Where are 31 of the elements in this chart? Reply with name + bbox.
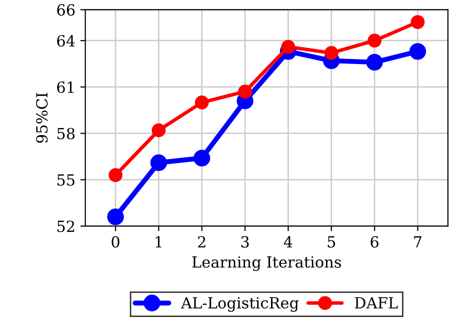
point xyxy=(107,208,124,226)
x-tick-label: 0 xyxy=(112,236,120,248)
point xyxy=(194,150,210,166)
point xyxy=(194,95,209,110)
x-tick-label: 1 xyxy=(156,236,162,248)
x-tick-label: 6 xyxy=(370,236,378,248)
y-axis-title: 95%CI xyxy=(36,92,48,143)
x-tick-label: 2 xyxy=(198,236,206,248)
y-tick-label: 61 xyxy=(57,81,74,93)
point xyxy=(150,154,168,172)
y-tick-label: 64 xyxy=(57,35,75,47)
y-tick-label: 66 xyxy=(57,4,75,16)
point xyxy=(368,34,382,48)
point xyxy=(324,46,338,60)
y-tick-label: 58 xyxy=(57,128,75,140)
legend-label: AL-LogisticReg xyxy=(180,297,299,312)
point xyxy=(108,168,122,182)
point xyxy=(238,84,252,99)
point xyxy=(410,15,425,29)
x-axis-title: Learning Iterations xyxy=(192,256,342,271)
x-tick-label: 5 xyxy=(328,236,336,248)
x-tick-label: 4 xyxy=(284,236,292,248)
y-tick-label: 55 xyxy=(57,174,74,186)
point xyxy=(152,123,166,138)
y-tick-label: 52 xyxy=(57,220,74,232)
point xyxy=(366,54,383,71)
point xyxy=(409,43,426,60)
x-tick-label: 7 xyxy=(414,236,422,248)
legend-label: DAFL xyxy=(354,297,398,308)
x-tick-label: 3 xyxy=(241,236,249,248)
point xyxy=(281,40,296,54)
